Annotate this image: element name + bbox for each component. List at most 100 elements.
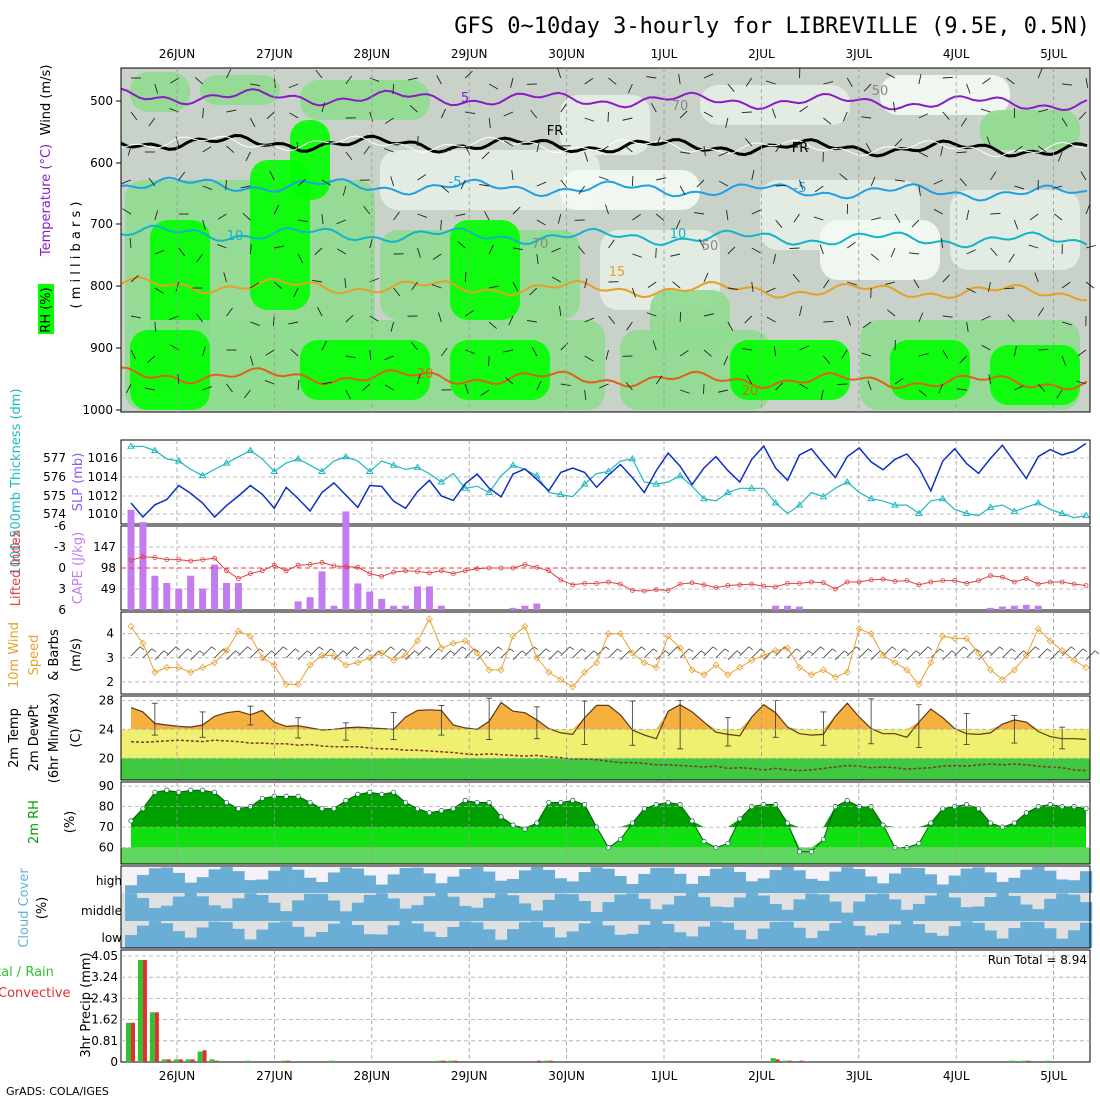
li-point [307,562,313,567]
cloud-bar [447,876,460,893]
wind-speed-point [485,666,493,674]
wind-barb [913,279,920,289]
contour-label: FR [547,124,564,139]
li-point [140,554,146,560]
wind-barb-flag [450,650,455,655]
wind-barb [1034,272,1039,283]
cloud-bar [889,899,902,921]
thickness-point [604,467,613,474]
wind-barb [751,648,762,659]
temp-unit-label: (C) [69,728,84,747]
cloud-bar [590,921,603,948]
cloud-bar [650,867,663,893]
wind-barb [655,213,665,221]
wind-barb [959,178,967,187]
cloud-bar [566,881,579,893]
wind-speed-point [736,663,744,672]
wind-barb [223,272,227,283]
cloud-bar [936,935,949,948]
wind-barb [479,183,490,187]
wind-barb [632,253,642,258]
cloud-bar [889,873,902,893]
cloud-bar [316,931,329,948]
wind-barb [147,355,156,364]
wind-speed-point [795,663,804,672]
wind-barb [882,646,893,657]
wind-barb [417,213,428,218]
rh-point [761,801,767,808]
wind-speed-point [545,668,553,676]
wind-barb [918,389,927,397]
wind-barb [315,69,323,79]
cloud-bar [757,895,770,921]
li-point [832,586,838,592]
wind-barb [238,646,248,657]
wind-barb-flag [247,646,252,651]
rh-point [331,806,337,812]
wind-barb [369,349,372,360]
wind-barb [890,247,896,258]
wind-barb [166,646,177,657]
cloud-bar [256,929,269,948]
wind-speed-point [652,663,660,672]
wind-speed-point [390,656,398,664]
cloud-bar [841,921,854,948]
wind-barb [723,355,729,366]
li-point [415,569,420,574]
wind-speed-point [628,649,636,657]
wind-speed-point [413,637,422,645]
wind-barb [727,83,735,92]
wind-barb [411,281,418,291]
wind-speed-point [569,683,577,691]
li-point [128,557,134,563]
wind-barb [835,650,845,661]
wind-speed-point [151,668,159,676]
cloud-row-label: middle [81,904,122,918]
cloud-bar [411,923,424,948]
rh-point [737,816,743,822]
top-date-label: 4JUL [943,47,970,61]
cloud-bar [387,874,400,893]
precip-total-legend: tal / Rain [0,965,54,980]
li-point [367,571,373,576]
wind-barb [918,74,922,85]
li-point [737,582,743,588]
cloud-bar [578,923,591,948]
cape-bar [318,571,326,610]
cloud-bar [280,911,293,921]
cape-bar [223,583,230,610]
cloud-row-label: low [102,931,123,945]
wind-barb [775,382,784,391]
wind-barb [766,287,776,293]
wind-barb [584,317,595,323]
cloud-bar [339,867,353,893]
wind-barb [512,206,521,215]
wind-barb [481,151,490,160]
wind-barb [390,321,395,332]
wind-barb [177,373,180,385]
wind-barb [465,111,476,115]
wind-barb [819,244,824,255]
temp-panel-frame [120,695,1091,781]
wind-barb [536,219,546,226]
thickness-point [365,467,374,474]
pressure-level-label: 700 [90,217,113,231]
wind-barb [572,648,582,659]
wind-barb-flag [211,646,216,651]
thickness-point [389,461,398,468]
wind-barb [942,650,953,661]
li-point [355,564,361,570]
cloud-bar [614,875,627,893]
contour-label: 10 [227,229,244,244]
wind-barb [464,648,475,659]
wind-barb-flag [163,650,169,655]
dewpoint-axis-label: 2m DewPt [27,705,42,772]
wind-barb [765,80,776,85]
wind-barb [942,111,950,120]
wind-barb [718,151,729,157]
wind-barb [679,648,690,659]
cloud-bar [1020,869,1033,893]
wind-barb-flag [987,650,992,655]
precip-total-bar [185,1059,191,1062]
thickness-point [867,494,876,502]
